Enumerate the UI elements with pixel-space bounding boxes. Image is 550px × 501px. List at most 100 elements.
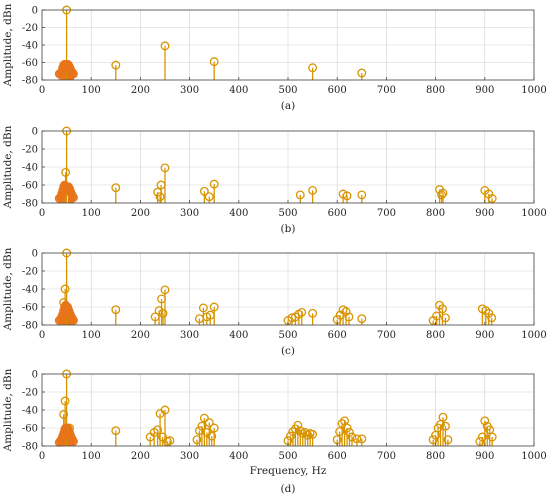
x-tick-label: 600: [328, 330, 347, 341]
x-tick-label: 1000: [521, 85, 546, 96]
data-point: [157, 294, 167, 304]
y-tick-label: 0: [32, 370, 38, 381]
y-tick-label: -80: [22, 321, 38, 332]
data-point: [443, 435, 453, 445]
data-point: [165, 436, 175, 446]
data-point: [345, 428, 354, 437]
chart-panel-3: 0 100 200 300 400 500 600 700 800 900 1000 0 -20 -40 -…: [2, 247, 547, 357]
data-point: [69, 69, 78, 79]
data-point: [198, 303, 208, 313]
data-point: [352, 434, 362, 444]
data-point: [308, 429, 318, 439]
data-point: [475, 437, 485, 446]
x-tick-label: 400: [229, 85, 248, 96]
data-point: [69, 437, 78, 446]
y-tick-label: -40: [22, 406, 38, 417]
x-tick-label: 200: [131, 451, 150, 462]
x-tick-label: 500: [278, 330, 297, 341]
data-point: [440, 421, 450, 431]
data-point: [69, 193, 78, 203]
data-point: [158, 308, 168, 318]
y-tick-label: -40: [22, 41, 38, 52]
x-tick-label: 700: [377, 330, 396, 341]
x-tick-label: 0: [39, 85, 45, 96]
data-point: [61, 167, 71, 177]
x-tick-label: 200: [131, 330, 150, 341]
data-point: [60, 396, 70, 406]
data-point: [438, 304, 447, 314]
data-point: [111, 426, 121, 436]
y-tick-label: 0: [32, 127, 38, 138]
data-point: [60, 284, 70, 294]
y-tick-label: -80: [22, 199, 38, 210]
data-point: [160, 285, 170, 295]
x-tick-label: 300: [180, 451, 199, 462]
x-tick-label: 100: [82, 208, 101, 219]
chart-panel-4: 0 100 200 300 400 500 600 700 800 900 1000 0 -20 -40 -…: [2, 368, 547, 495]
data-point: [197, 421, 207, 431]
x-tick-label: 100: [82, 85, 101, 96]
data-point: [111, 60, 121, 70]
panel-caption: (c): [281, 345, 295, 357]
data-point: [155, 192, 165, 202]
data-point: [111, 183, 121, 193]
data-point: [438, 188, 448, 198]
data-point: [209, 57, 219, 67]
data-point: [481, 306, 491, 316]
data-point: [209, 179, 219, 189]
y-tick-label: -20: [22, 267, 38, 278]
x-tick-label: 700: [377, 208, 396, 219]
data-point: [487, 194, 497, 203]
data-point: [205, 310, 215, 320]
data-point: [150, 312, 160, 322]
data-point: [160, 41, 170, 51]
data-point: [207, 431, 217, 441]
x-tick-label: 200: [131, 208, 150, 219]
x-tick-label: 700: [377, 451, 396, 462]
data-point: [484, 308, 494, 318]
panel-caption: (d): [281, 483, 296, 495]
x-tick-label: 200: [131, 85, 150, 96]
data-point: [437, 190, 446, 200]
data-point: [428, 435, 438, 445]
x-tick-label: 800: [426, 451, 445, 462]
x-axis-label: Frequency, Hz: [250, 465, 327, 477]
data-point: [344, 312, 354, 322]
y-tick-label: -80: [22, 76, 38, 87]
data-point: [335, 427, 345, 437]
data-point: [286, 431, 295, 441]
y-tick-label: -20: [22, 145, 38, 156]
y-axis-label: Amplitude, dBn: [2, 3, 14, 87]
x-tick-label: 900: [475, 330, 494, 341]
data-point: [199, 186, 209, 196]
data-point: [357, 314, 367, 324]
y-tick-label: -60: [22, 58, 38, 69]
data-point: [440, 313, 450, 323]
data-point: [293, 420, 303, 430]
data-point: [192, 435, 202, 445]
data-point: [357, 68, 367, 78]
y-tick-label: -60: [22, 181, 38, 192]
x-tick-label: 0: [39, 208, 45, 219]
y-tick-label: -40: [22, 285, 38, 296]
chart-panel-2: 0 100 200 300 400 500 600 700 800 900 1000 0 -20 -40 -…: [2, 125, 547, 235]
x-tick-label: 100: [82, 330, 101, 341]
y-tick-label: -40: [22, 163, 38, 174]
data-point: [111, 305, 121, 315]
chart-panel-1: 0 100 200 300 400 500 600 700 800 900 1000 0 -20 -40 -…: [2, 3, 547, 112]
data-point: [160, 405, 170, 415]
data-point: [204, 192, 214, 202]
data-point: [487, 432, 497, 442]
data-point: [204, 418, 214, 428]
data-point: [209, 302, 219, 312]
x-tick-label: 900: [475, 208, 494, 219]
x-tick-label: 300: [180, 330, 199, 341]
data-point: [153, 425, 163, 435]
x-tick-label: 800: [426, 85, 445, 96]
x-tick-label: 400: [229, 208, 248, 219]
x-tick-label: 400: [229, 330, 248, 341]
x-tick-label: 600: [328, 208, 347, 219]
x-tick-label: 600: [328, 85, 347, 96]
x-tick-label: 600: [328, 451, 347, 462]
